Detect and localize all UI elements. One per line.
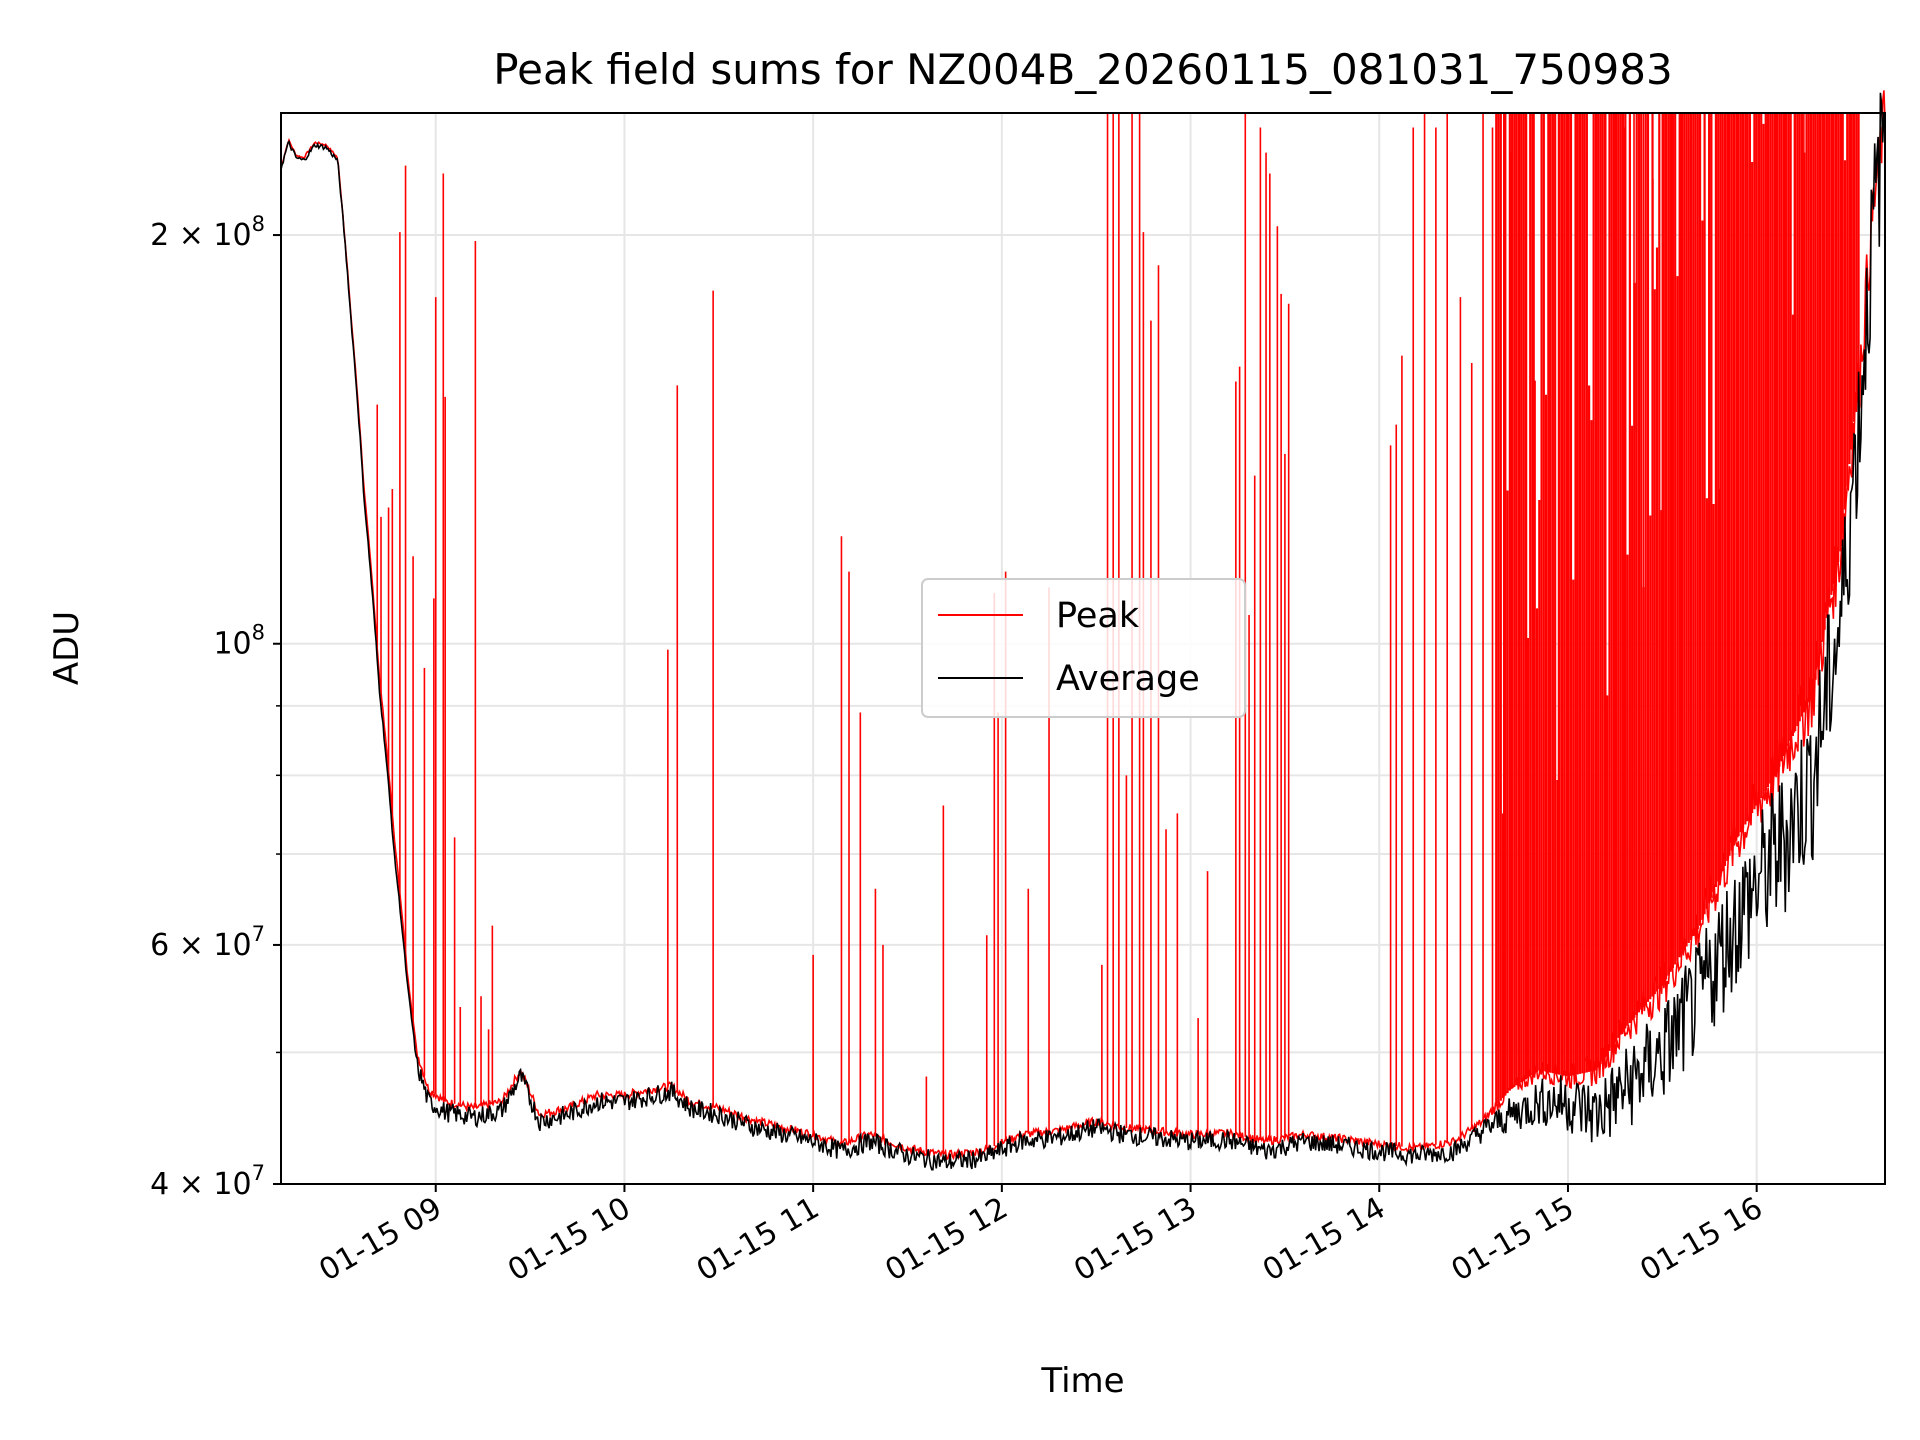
legend-label-peak: Peak [1056,596,1140,636]
legend-box [921,578,1246,718]
legend-label-average: Average [1056,659,1200,699]
plot-area [280,90,1886,1171]
y-tick-label: 108 [213,621,265,662]
plot-frame [280,112,1886,1185]
y-tick-label: 2 × 108 [150,212,265,253]
chart-title: Peak field sums for NZ004B_20260115_0810… [493,45,1672,94]
x-axis-label: Time [1040,1361,1124,1401]
y-tick-label: 4 × 107 [150,1161,265,1202]
series-average-line [280,92,1886,1171]
y-axis: 4 × 107 6 × 107 108 2 × 108 [150,212,281,1202]
y-tick-label: 6 × 107 [150,922,265,963]
legend: Peak Average [921,578,1246,718]
y-axis-label: ADU [47,611,87,685]
